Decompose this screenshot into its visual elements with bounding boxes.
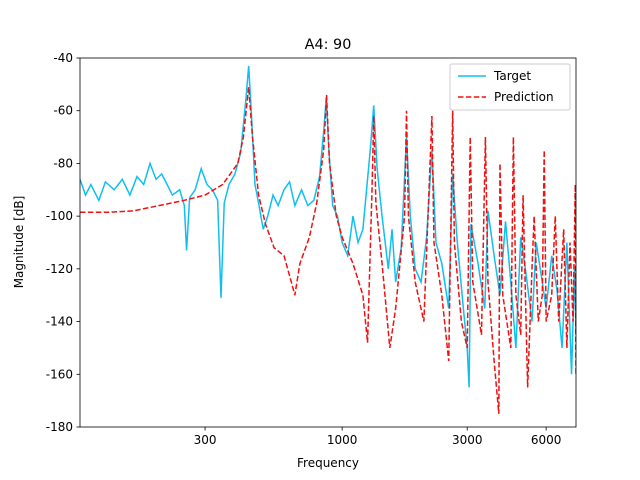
y-tick-label: -60 xyxy=(53,104,73,118)
legend-label: Prediction xyxy=(494,90,554,104)
series-line xyxy=(80,86,576,414)
legend-label: Target xyxy=(493,69,531,83)
y-tick-label: -80 xyxy=(53,156,73,170)
plot-frame xyxy=(79,57,577,428)
y-tick-label: -120 xyxy=(46,262,73,276)
y-tick-label: -100 xyxy=(46,209,73,223)
chart-title: A4: 90 xyxy=(305,37,352,53)
x-tick-label: 1000 xyxy=(327,433,358,447)
x-tick-label: 3000 xyxy=(452,433,483,447)
y-axis-label: Magnitude [dB] xyxy=(12,196,26,289)
series-line xyxy=(80,65,576,388)
y-tick-label: -160 xyxy=(46,367,73,381)
x-axis-label: Frequency xyxy=(297,456,359,470)
x-tick-label: 300 xyxy=(194,433,217,447)
x-tick-label: 6000 xyxy=(531,433,562,447)
y-tick-label: -40 xyxy=(53,51,73,65)
y-tick-label: -180 xyxy=(46,420,73,434)
y-tick-label: -140 xyxy=(46,315,73,329)
